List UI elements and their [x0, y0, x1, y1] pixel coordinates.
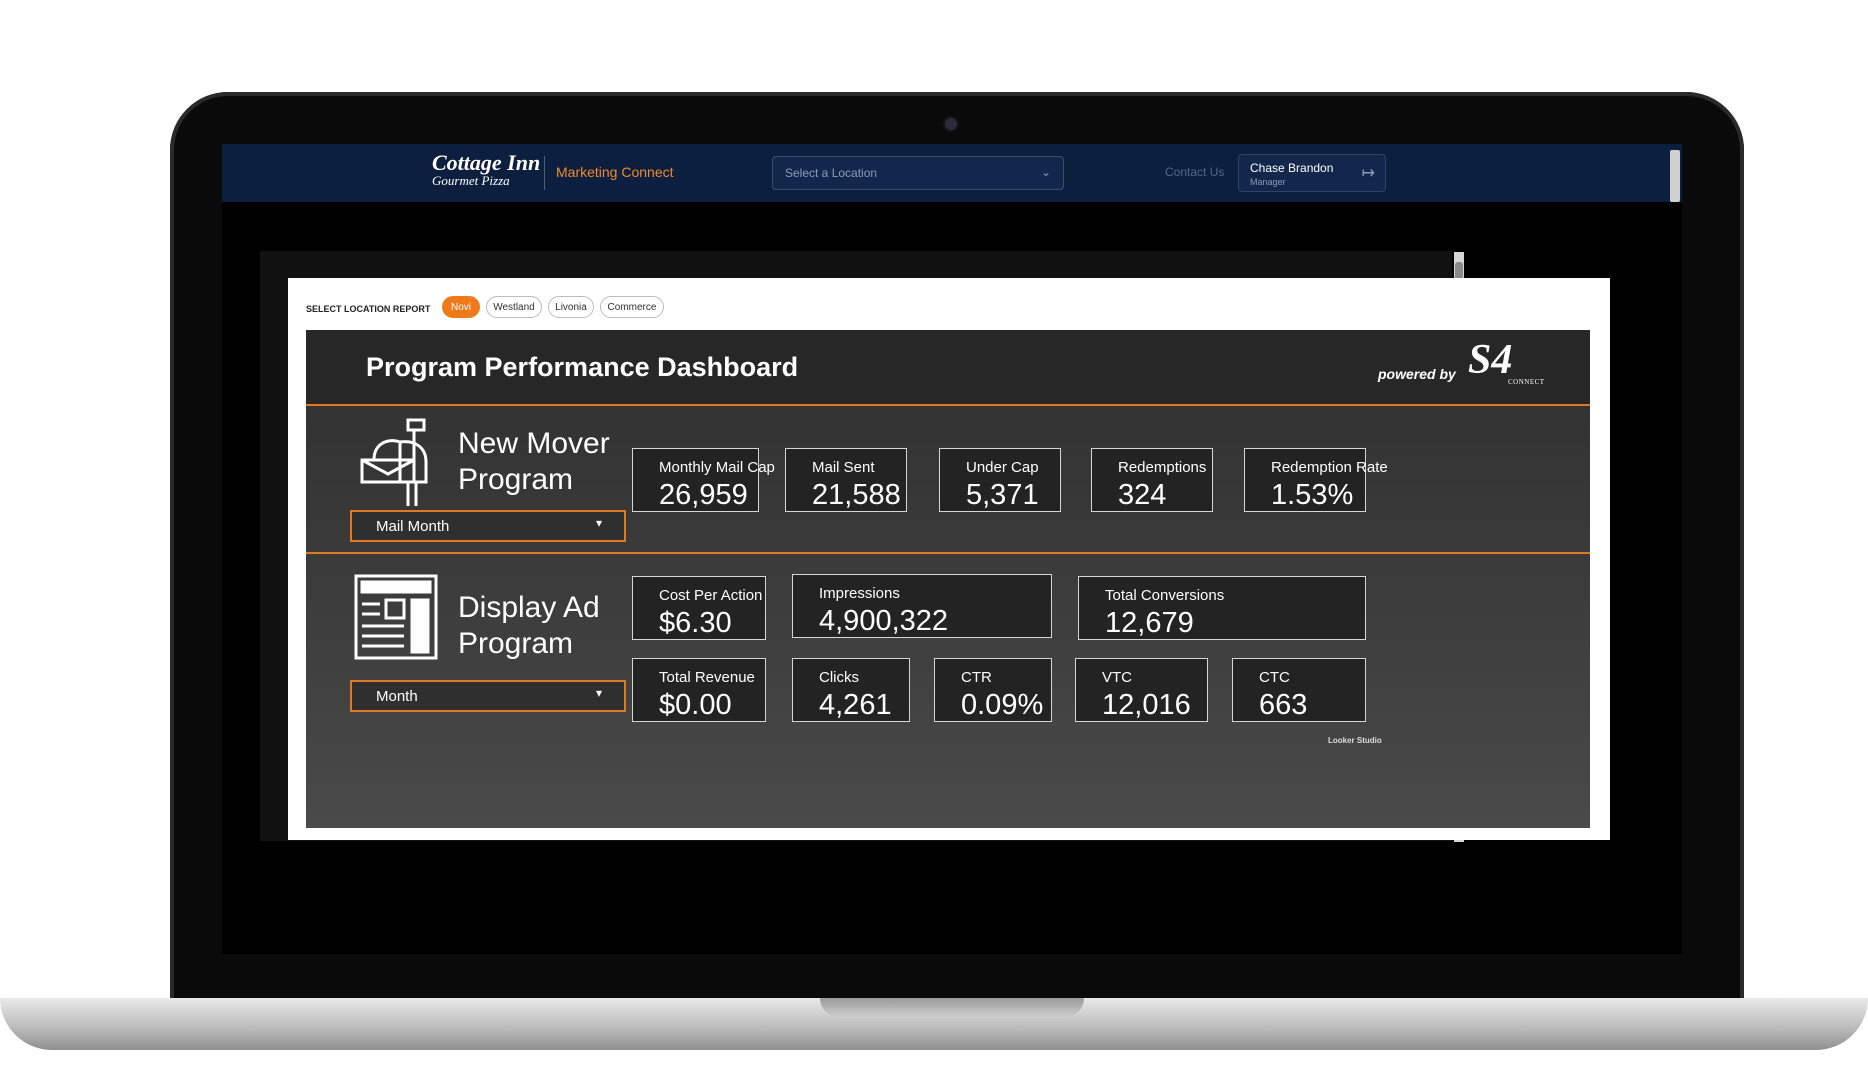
- kpi-label: Under Cap: [966, 459, 1039, 476]
- kpi-value: $6.30: [659, 607, 732, 639]
- looker-studio-footer[interactable]: Looker Studio: [1328, 736, 1382, 745]
- kpi-label: Mail Sent: [812, 459, 875, 476]
- user-name: Chase Brandon: [1250, 161, 1334, 175]
- kpi-value: 1.53%: [1271, 479, 1354, 511]
- kpi-label: Impressions: [819, 585, 900, 602]
- caret-down-icon: ▾: [595, 686, 602, 700]
- kpi-value: 12,016: [1102, 689, 1191, 721]
- display-ad-title-line2: Program: [458, 627, 574, 660]
- location-chip-novi[interactable]: Novi: [442, 296, 480, 318]
- kpi-label: VTC: [1102, 669, 1132, 686]
- kpi-impressions: Impressions 4,900,322: [792, 574, 1052, 638]
- kpi-label: Redemption Rate: [1271, 459, 1388, 476]
- select-location-label: SELECT LOCATION REPORT: [306, 304, 431, 314]
- dashboard-title: Program Performance Dashboard: [366, 352, 799, 382]
- s4-logo-sub: CONNECT: [1508, 378, 1545, 386]
- user-role: Manager: [1250, 177, 1286, 187]
- user-menu[interactable]: Chase Brandon Manager ↦: [1238, 154, 1386, 192]
- kpi-mail-sent: Mail Sent 21,588: [785, 448, 907, 512]
- brand-logo[interactable]: Cottage Inn Gourmet Pizza: [432, 152, 540, 190]
- location-select[interactable]: Select a Location ⌄: [772, 156, 1064, 190]
- kpi-cost-per-action: Cost Per Action $6.30: [632, 576, 766, 640]
- logout-icon[interactable]: ↦: [1361, 165, 1375, 182]
- kpi-value: 26,959: [659, 479, 748, 511]
- logo-line1: Cottage Inn: [432, 150, 541, 175]
- dashboard-header: Program Performance Dashboard powered by…: [306, 330, 1590, 406]
- kpi-label: CTC: [1259, 669, 1290, 686]
- kpi-monthly-mail-cap: Monthly Mail Cap 26,959: [632, 448, 775, 512]
- kpi-redemptions: Redemptions 324: [1091, 448, 1213, 512]
- kpi-value: 12,679: [1105, 607, 1194, 639]
- s4-connect-logo: S4 CONNECT: [1468, 336, 1544, 386]
- kpi-label: Clicks: [819, 669, 859, 686]
- kpi-label: Cost Per Action: [659, 587, 763, 604]
- kpi-label: Redemptions: [1118, 459, 1207, 476]
- contact-us-link[interactable]: Contact Us: [1165, 165, 1225, 179]
- kpi-value: $0.00: [659, 689, 732, 721]
- page-scrollbar[interactable]: [1670, 150, 1680, 202]
- mail-month-dropdown[interactable]: Mail Month ▾: [350, 510, 626, 542]
- top-nav-bar: Cottage Inn Gourmet Pizza Marketing Conn…: [222, 144, 1682, 202]
- month-dropdown[interactable]: Month ▾: [350, 680, 626, 712]
- kpi-under-cap: Under Cap 5,371: [939, 448, 1061, 512]
- kpi-value: 4,261: [819, 689, 892, 721]
- logo-line2: Gourmet Pizza: [432, 173, 510, 188]
- s4-logo-mark: S4: [1468, 337, 1513, 383]
- kpi-label: Monthly Mail Cap: [659, 459, 775, 476]
- kpi-value: 5,371: [966, 479, 1039, 511]
- report-card: SELECT LOCATION REPORT Novi Westland Liv…: [288, 278, 1610, 840]
- chevron-down-icon: ⌄: [1040, 165, 1051, 179]
- display-ad-title: Display Ad Program: [458, 590, 600, 662]
- laptop-hinge-groove: [820, 998, 1084, 1018]
- kpi-value: 4,900,322: [819, 605, 949, 637]
- location-chip-livonia[interactable]: Livonia: [548, 296, 594, 318]
- newspaper-icon: [354, 574, 438, 660]
- kpi-label: Total Conversions: [1105, 587, 1225, 604]
- location-select-placeholder: Select a Location: [785, 166, 878, 180]
- mailbox-icon: [360, 418, 428, 506]
- display-ad-title-line1: Display Ad: [458, 591, 600, 624]
- kpi-vtc: VTC 12,016: [1075, 658, 1208, 722]
- location-chip-westland[interactable]: Westland: [486, 296, 542, 318]
- kpi-label: Total Revenue: [659, 669, 755, 686]
- kpi-total-revenue: Total Revenue $0.00: [632, 658, 766, 722]
- kpi-value: 0.09%: [961, 689, 1044, 721]
- new-mover-title: New Mover Program: [458, 426, 610, 498]
- camera-icon: [945, 118, 957, 130]
- kpi-clicks: Clicks 4,261: [792, 658, 910, 722]
- new-mover-title-line1: New Mover: [458, 427, 610, 460]
- new-mover-title-line2: Program: [458, 463, 574, 496]
- kpi-ctr: CTR 0.09%: [934, 658, 1052, 722]
- kpi-label: CTR: [961, 669, 992, 686]
- kpi-redemption-rate: Redemption Rate 1.53%: [1244, 448, 1388, 512]
- kpi-value: 324: [1118, 479, 1167, 511]
- kpi-total-conversions: Total Conversions 12,679: [1078, 576, 1366, 640]
- location-chip-commerce[interactable]: Commerce: [600, 296, 664, 318]
- caret-down-icon: ▾: [595, 516, 602, 530]
- kpi-ctc: CTC 663: [1232, 658, 1366, 722]
- dashboard-panel: Program Performance Dashboard powered by…: [306, 330, 1590, 828]
- powered-by-label: powered by: [1378, 366, 1456, 382]
- mail-month-dropdown-label: Mail Month: [376, 518, 450, 535]
- section-divider: [306, 552, 1590, 554]
- kpi-value: 21,588: [812, 479, 901, 511]
- month-dropdown-label: Month: [376, 688, 418, 705]
- laptop-base: [0, 998, 1868, 1050]
- app-name: Marketing Connect: [556, 164, 674, 180]
- kpi-value: 663: [1259, 689, 1308, 721]
- brand-divider: [544, 156, 545, 190]
